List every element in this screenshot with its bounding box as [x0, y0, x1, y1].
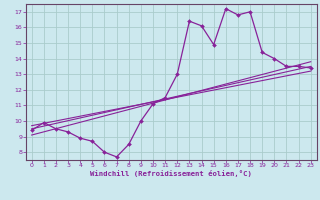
X-axis label: Windchill (Refroidissement éolien,°C): Windchill (Refroidissement éolien,°C)	[90, 170, 252, 177]
